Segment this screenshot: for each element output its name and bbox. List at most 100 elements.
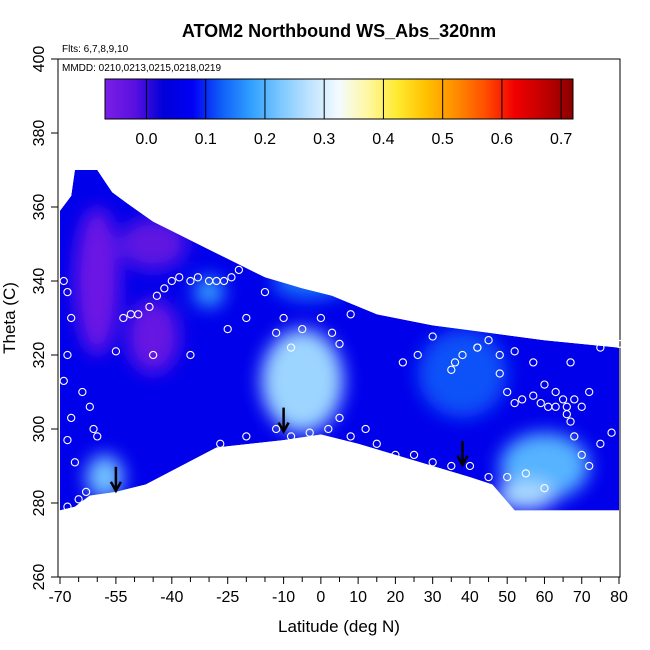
observation-point [484, 472, 493, 482]
observation-point [551, 387, 560, 397]
colorbar-tick-label: 0.7 [550, 131, 572, 148]
observation-point [566, 417, 575, 426]
x-tick-label: 80 [610, 589, 628, 606]
x-tick-label: 10 [349, 589, 367, 606]
observation-points [59, 250, 624, 511]
colorbar: 0.0 0.1 0.2 0.3 0.4 0.5 0.6 0.7 [104, 78, 574, 148]
observation-point [305, 428, 314, 437]
observation-point [570, 432, 579, 441]
observation-point [63, 350, 72, 360]
observation-point [324, 424, 333, 434]
x-tick-label: 30 [424, 589, 442, 606]
observation-point [193, 273, 203, 282]
observation-point [570, 395, 579, 404]
observation-point [383, 262, 393, 271]
field-patch [417, 329, 508, 418]
x-tick-label: 0 [316, 589, 325, 606]
observation-point [473, 343, 482, 352]
x-axis: -70 -55 -40 -25 -10 0 10 20 30 40 50 60 70 80 [48, 576, 628, 606]
y-tick-label: 400 [31, 46, 48, 73]
observation-point [59, 276, 68, 286]
observation-point [134, 310, 143, 319]
observation-point [558, 395, 568, 404]
y-axis: 260 280 300 320 340 360 380 400 [31, 46, 58, 591]
observation-point [413, 350, 422, 360]
arrow-marker [277, 407, 290, 435]
observation-point [465, 461, 475, 471]
field-layer [60, 170, 619, 511]
observation-point [529, 391, 538, 400]
arrow-marker [109, 466, 122, 494]
observation-point [160, 284, 169, 293]
observation-point [271, 424, 281, 434]
observation-point [353, 262, 363, 271]
observation-point [186, 350, 195, 360]
observation-point [219, 276, 229, 286]
field-patch [86, 454, 124, 500]
x-tick-label: 40 [461, 589, 479, 606]
x-tick-label: 50 [498, 589, 516, 606]
colorbar-tick-label: 0.5 [432, 131, 454, 148]
colorbar-tick-label: 0.6 [491, 131, 513, 148]
colorbar-tick-label: 0.0 [135, 131, 157, 148]
observation-point [242, 432, 251, 441]
x-tick-label: -10 [272, 589, 295, 606]
observation-point [398, 358, 408, 367]
observation-point [447, 365, 456, 374]
observation-point [167, 276, 176, 286]
observation-point [227, 273, 236, 282]
observation-point [260, 287, 270, 297]
observation-point [562, 410, 571, 419]
x-tick-label: 70 [573, 589, 591, 606]
observation-point [74, 495, 83, 504]
observation-point [316, 313, 326, 323]
observation-point [63, 435, 72, 445]
colorbar-tick-label: 0.4 [372, 131, 394, 148]
observation-point [63, 287, 72, 297]
observation-point [428, 332, 437, 341]
observation-point [111, 347, 121, 356]
observation-point [585, 461, 594, 471]
field-patch [74, 207, 120, 355]
x-tick-label: -40 [160, 589, 183, 606]
observation-point [450, 358, 460, 367]
y-tick-label: 260 [31, 564, 48, 591]
observation-point [89, 424, 98, 434]
observation-point [286, 343, 296, 352]
observation-point [78, 387, 87, 397]
x-axis-label: Latitude (deg N) [278, 617, 400, 636]
observation-point [67, 313, 76, 323]
arrow-marker [456, 440, 469, 468]
y-tick-label: 280 [31, 490, 48, 517]
observation-point [510, 398, 519, 408]
observation-point [529, 358, 538, 367]
observation-point [536, 398, 545, 408]
x-tick-label: -55 [104, 589, 127, 606]
observation-point [242, 258, 251, 267]
arrow-markers [109, 407, 469, 494]
field-patch [261, 329, 344, 433]
y-tick-label: 360 [31, 194, 48, 221]
y-tick-label: 380 [31, 120, 48, 147]
observation-point [175, 273, 184, 282]
observation-point [521, 469, 530, 478]
chart-title: ATOM2 Northbound WS_Abs_320nm [182, 21, 496, 41]
observation-point [335, 413, 344, 423]
observation-point [67, 413, 76, 423]
observation-point [484, 336, 493, 345]
x-tick-label: 20 [387, 589, 405, 606]
observation-point [223, 324, 232, 334]
observation-point [216, 439, 225, 448]
colorbar-ticks: 0.0 0.1 0.2 0.3 0.4 0.5 0.6 0.7 [135, 79, 572, 148]
observation-point [271, 328, 281, 337]
observation-point [372, 439, 381, 448]
colorbar-gradient [104, 78, 574, 120]
observation-point [577, 402, 586, 411]
y-tick-label: 340 [31, 268, 48, 295]
observation-point [234, 265, 244, 275]
colorbar-tick-label: 0.3 [313, 131, 335, 148]
observation-point [614, 339, 624, 349]
observation-point [409, 250, 419, 260]
observation-point [361, 424, 370, 434]
